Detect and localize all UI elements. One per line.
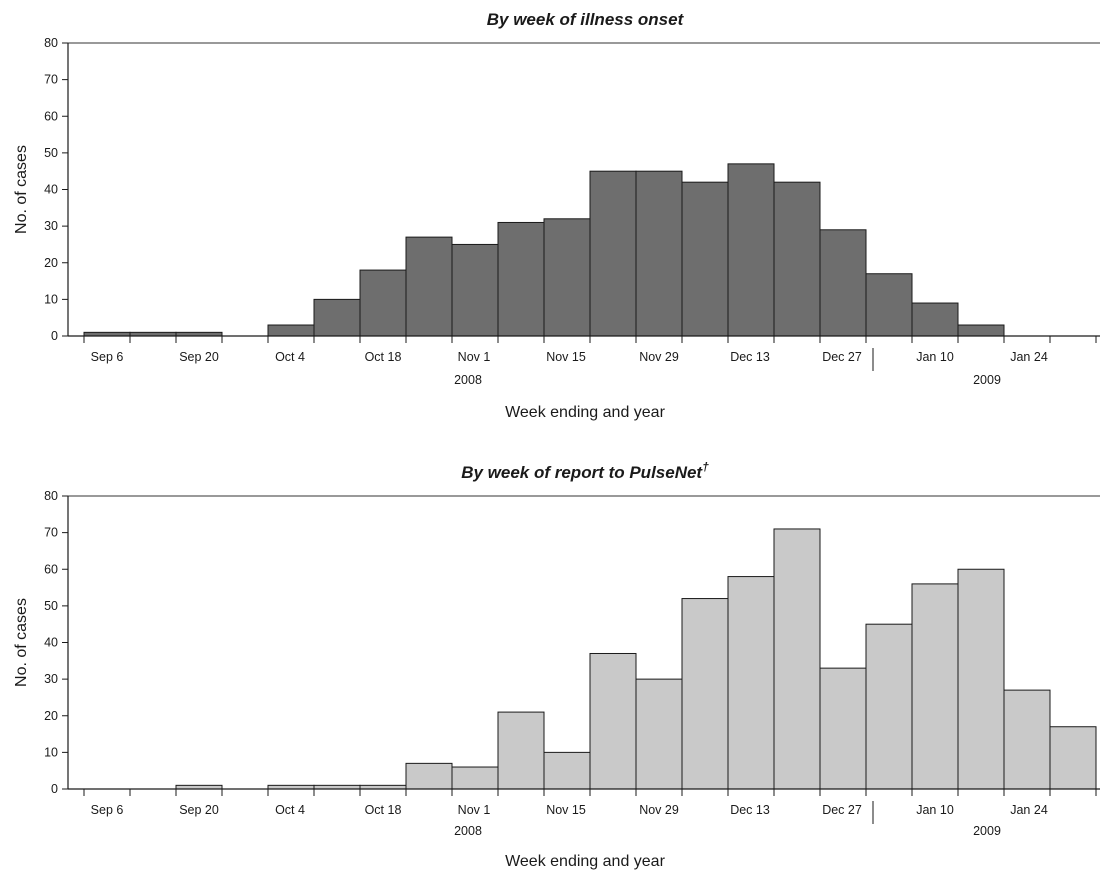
- chart2-y-tick-label-20: 20: [44, 709, 58, 723]
- chart2-x-tick-label-5: Nov 1: [458, 803, 491, 817]
- chart1-bar-6: [313, 298, 361, 337]
- chart2-bar-18: [865, 623, 913, 790]
- chart1-bar-13: [635, 170, 683, 337]
- chart2-x-tick-label-7: Nov 29: [639, 803, 679, 817]
- chart2-y-tick-label-0: 0: [51, 782, 58, 796]
- chart1-y-tick-label-10: 10: [44, 292, 58, 306]
- chart2-x-tick-label-4: Oct 18: [365, 803, 402, 817]
- chart2-bar-13: [635, 678, 683, 790]
- chart2-x-tick-label-8: Dec 13: [730, 803, 770, 817]
- chart2-bar-20: [957, 568, 1005, 790]
- chart1-bar-5: [267, 324, 315, 337]
- chart2-y-tick-label-30: 30: [44, 672, 58, 686]
- chart1-year-label-2008: 2008: [454, 373, 482, 387]
- chart2-bar-22: [1049, 726, 1097, 790]
- chart1-bar-15: [727, 163, 775, 337]
- chart2-y-axis-label: No. of cases: [13, 598, 30, 687]
- chart1-x-tick-label-3: Oct 4: [275, 350, 305, 364]
- chart2-y-tick-label-50: 50: [44, 599, 58, 613]
- chart2-year-label-2008: 2008: [454, 824, 482, 838]
- chart2-x-axis-label: Week ending and year: [505, 853, 665, 870]
- chart1-bar-7: [359, 269, 407, 337]
- chart1-x-tick-label-11: Jan 24: [1010, 350, 1048, 364]
- chart1-x-axis-label: Week ending and year: [505, 404, 665, 421]
- chart2-title-dagger: †: [702, 460, 709, 474]
- chart1-bar-8: [405, 236, 453, 337]
- chart2-bar-9: [451, 766, 499, 790]
- chart1-x-tick-label-2: Sep 20: [179, 350, 219, 364]
- chart2-x-tick-label-9: Dec 27: [822, 803, 862, 817]
- chart1-bar-10: [497, 221, 545, 337]
- chart1-x-tick-label-6: Nov 15: [546, 350, 586, 364]
- chart1-bar-20: [957, 324, 1005, 337]
- chart1-x-tick-label-9: Dec 27: [822, 350, 862, 364]
- chart1-x-tick-label-4: Oct 18: [365, 350, 402, 364]
- chart1-x-tick-label-10: Jan 10: [916, 350, 954, 364]
- chart1-bar-11: [543, 218, 591, 337]
- chart1-x-tick-label-8: Dec 13: [730, 350, 770, 364]
- chart1-y-tick-label-30: 30: [44, 219, 58, 233]
- chart1-x-tick-label-5: Nov 1: [458, 350, 491, 364]
- chart2-x-tick-label-6: Nov 15: [546, 803, 586, 817]
- chart1-bar-14: [681, 181, 729, 337]
- chart2-bar-21: [1003, 689, 1051, 790]
- chart2-bar-16: [773, 528, 821, 790]
- chart2-y-tick-label-80: 80: [44, 489, 58, 503]
- chart1-y-tick-label-40: 40: [44, 183, 58, 197]
- chart2-bar-17: [819, 667, 867, 790]
- chart1-y-axis-label: No. of cases: [13, 145, 30, 234]
- chart2-x-tick-label-3: Oct 4: [275, 803, 305, 817]
- chart1-y-tick-label-70: 70: [44, 73, 58, 87]
- chart2-y-tick-label-60: 60: [44, 562, 58, 576]
- chart1-bar-18: [865, 273, 913, 337]
- chart1-title: By week of illness onset: [487, 10, 685, 29]
- chart2-bar-14: [681, 598, 729, 790]
- chart2-bar-19: [911, 583, 959, 790]
- chart2-bar-15: [727, 576, 775, 790]
- chart1-y-tick-label-0: 0: [51, 329, 58, 343]
- chart2-x-tick-label-1: Sep 6: [91, 803, 124, 817]
- chart2-x-tick-label-11: Jan 24: [1010, 803, 1048, 817]
- chart2-bar-10: [497, 711, 545, 790]
- chart2-x-tick-label-2: Sep 20: [179, 803, 219, 817]
- chart2-bar-12: [589, 652, 637, 790]
- chart1-bar-19: [911, 302, 959, 337]
- chart2-bar-11: [543, 751, 591, 790]
- chart2-title: By week of report to PulseNet†: [461, 460, 709, 482]
- chart2-y-tick-label-40: 40: [44, 636, 58, 650]
- chart2-y-tick-label-70: 70: [44, 526, 58, 540]
- chart2-bar-8: [405, 762, 453, 790]
- chart1-y-tick-label-50: 50: [44, 146, 58, 160]
- chart1-y-tick-label-20: 20: [44, 256, 58, 270]
- chart2-x-tick-label-10: Jan 10: [916, 803, 954, 817]
- chart1-bar-17: [819, 229, 867, 337]
- chart1-bar-16: [773, 181, 821, 337]
- chart1-y-tick-label-60: 60: [44, 109, 58, 123]
- chart1-bar-9: [451, 243, 499, 337]
- chart1-year-label-2009: 2009: [973, 373, 1001, 387]
- chart1-bar-12: [589, 170, 637, 337]
- chart2-y-tick-label-10: 10: [44, 745, 58, 759]
- chart1-x-tick-label-1: Sep 6: [91, 350, 124, 364]
- chart1-x-tick-label-7: Nov 29: [639, 350, 679, 364]
- chart1-y-tick-label-80: 80: [44, 36, 58, 50]
- chart2-year-label-2009: 2009: [973, 824, 1001, 838]
